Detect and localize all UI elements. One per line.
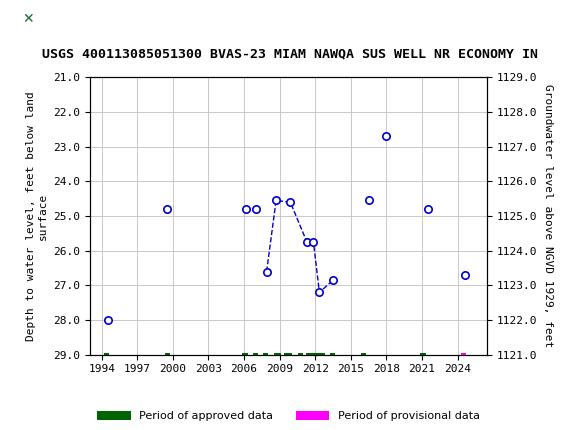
Bar	[420, 353, 426, 356]
Point	[302, 239, 311, 246]
Y-axis label: Depth to water level, feet below land
surface: Depth to water level, feet below land su…	[26, 91, 48, 341]
Bar	[461, 353, 466, 356]
Bar	[284, 353, 292, 356]
Bar	[263, 353, 269, 356]
Bar	[330, 353, 335, 356]
Text: USGS: USGS	[58, 12, 100, 26]
Point	[251, 206, 260, 212]
Point	[162, 206, 172, 212]
Text: USGS 400113085051300 BVAS-23 MIAM NAWQA SUS WELL NR ECONOMY IN: USGS 400113085051300 BVAS-23 MIAM NAWQA …	[42, 47, 538, 60]
Bar	[361, 353, 366, 356]
Bar	[306, 353, 325, 356]
Point	[242, 206, 251, 212]
Bar	[298, 353, 303, 356]
Bar	[253, 353, 258, 356]
Point	[328, 277, 338, 284]
Point	[262, 268, 271, 275]
Point	[271, 197, 281, 204]
FancyBboxPatch shape	[7, 5, 48, 34]
Point	[364, 197, 374, 204]
Point	[382, 133, 391, 140]
Point	[103, 316, 113, 323]
Point	[315, 289, 324, 296]
Bar	[242, 353, 248, 356]
Bar	[165, 353, 170, 356]
Point	[309, 239, 318, 246]
Point	[423, 206, 433, 212]
Point	[460, 272, 469, 279]
Point	[286, 199, 295, 206]
Y-axis label: Groundwater level above NGVD 1929, feet: Groundwater level above NGVD 1929, feet	[543, 84, 553, 348]
Bar	[104, 353, 110, 356]
Text: ✕: ✕	[22, 12, 34, 26]
Bar	[274, 353, 281, 356]
Legend: Period of approved data, Period of provisional data: Period of approved data, Period of provi…	[93, 406, 484, 425]
